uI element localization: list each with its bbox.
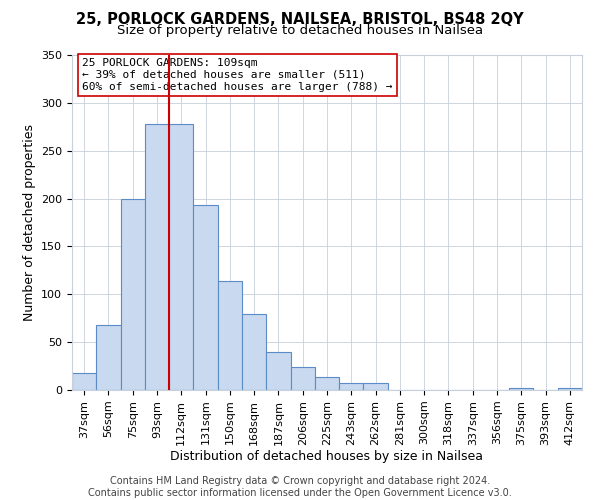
Text: Size of property relative to detached houses in Nailsea: Size of property relative to detached ho… [117,24,483,37]
Bar [72,373,96,390]
Bar [96,325,121,390]
Bar [339,384,364,390]
Bar [121,198,145,390]
Bar [169,124,193,390]
Bar [218,281,242,390]
Bar [558,388,582,390]
Bar [242,314,266,390]
Bar [145,124,169,390]
Bar [266,352,290,390]
Bar [509,388,533,390]
X-axis label: Distribution of detached houses by size in Nailsea: Distribution of detached houses by size … [170,450,484,464]
Bar [315,376,339,390]
Bar [193,206,218,390]
Text: 25 PORLOCK GARDENS: 109sqm
← 39% of detached houses are smaller (511)
60% of sem: 25 PORLOCK GARDENS: 109sqm ← 39% of deta… [82,58,392,92]
Text: Contains HM Land Registry data © Crown copyright and database right 2024.
Contai: Contains HM Land Registry data © Crown c… [88,476,512,498]
Y-axis label: Number of detached properties: Number of detached properties [23,124,35,321]
Bar [290,367,315,390]
Text: 25, PORLOCK GARDENS, NAILSEA, BRISTOL, BS48 2QY: 25, PORLOCK GARDENS, NAILSEA, BRISTOL, B… [76,12,524,28]
Bar [364,384,388,390]
